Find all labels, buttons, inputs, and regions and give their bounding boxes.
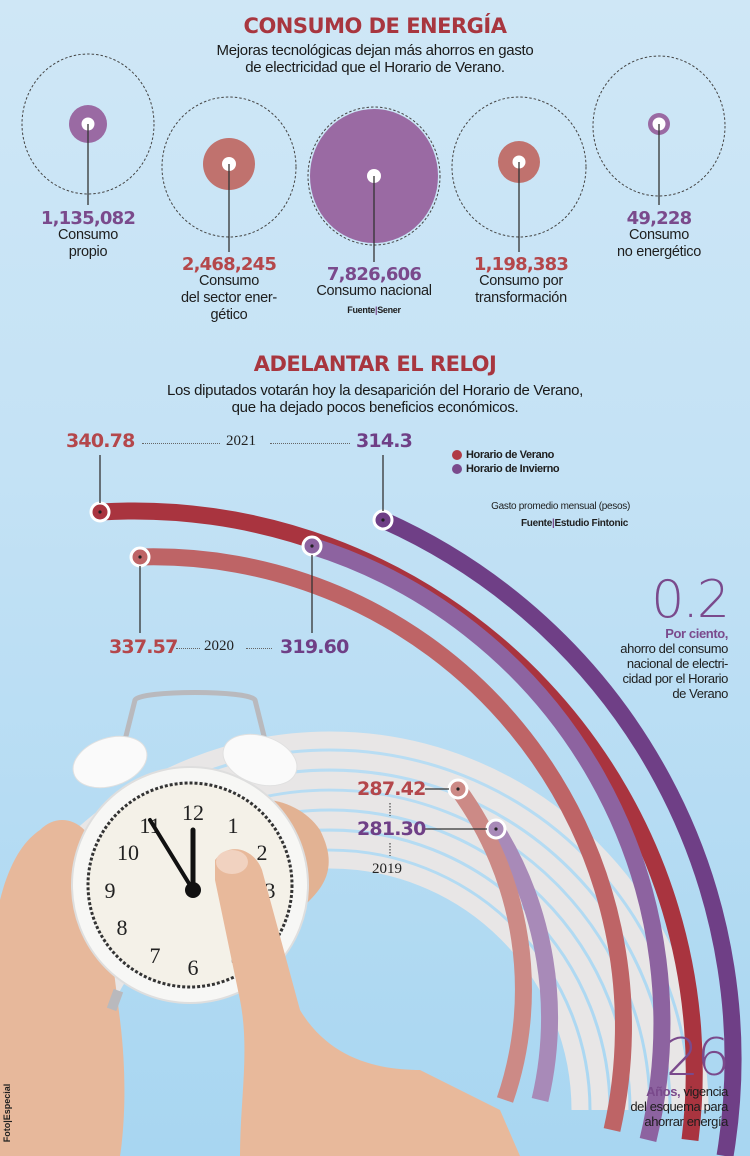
legend-item-verano: Horario de Verano — [452, 449, 559, 461]
bubble-value: 7,826,606 — [326, 264, 422, 285]
chart-source: Fuente|Estudio Fintonic — [520, 518, 628, 529]
bubble-value: 1,198,383 — [473, 254, 569, 275]
bubble-label-transformacion: 1,198,383 Consumo por transformación — [456, 256, 586, 307]
value-2019-verano: 287.42 — [357, 778, 426, 800]
bubble-text: Consumo nacional — [316, 283, 432, 299]
legend-dot-icon — [452, 450, 462, 460]
arc-2020-verano — [139, 548, 632, 1132]
svg-text:6: 6 — [188, 955, 199, 980]
bubble-value: 49,228 — [626, 208, 692, 229]
stat-value: 26 — [665, 1028, 730, 1088]
legend: Horario de Verano Horario de Invierno — [452, 449, 560, 475]
bubble-label-propio: 1,135,082 Consumo propio — [28, 210, 148, 261]
svg-text:1: 1 — [228, 813, 239, 838]
arc-2021-invierno — [379, 512, 742, 1156]
section1-subtitle-1: Mejoras tecnológicas dejan más ahorros e… — [216, 42, 534, 59]
bubble-label-nacional: 7,826,606 Consumo nacional Fuente|Sener — [304, 266, 444, 319]
stat-porcentaje: 0.2 Por ciento, ahorro del consumo nacio… — [568, 570, 730, 701]
svg-text:2: 2 — [257, 840, 268, 865]
svg-text:10: 10 — [117, 840, 139, 865]
stat-value: 0.2 — [651, 570, 730, 630]
bubble-transformacion — [451, 96, 587, 252]
bubble-label-no-energetico: 49,228 Consumo no energético — [599, 210, 719, 261]
dotted-divider — [270, 443, 350, 444]
value-2020-verano: 337.57 — [109, 636, 178, 658]
bubble-consumo-nacional — [307, 106, 441, 262]
bubble-text: no energético — [617, 244, 701, 260]
bubble-text: Consumo — [629, 227, 689, 243]
source-credit: Fuente|Sener — [347, 305, 401, 315]
year-2021: 2021 — [226, 433, 256, 449]
svg-text:12: 12 — [182, 800, 204, 825]
section1-title: CONSUMO DE ENERGÍA — [243, 14, 507, 38]
stat-description: Por ciento, ahorro del consumo nacional … — [620, 626, 728, 701]
stat-description: Años, vigencia del esquema para ahorrar … — [630, 1084, 728, 1129]
section2-title: ADELANTAR EL RELOJ — [253, 352, 497, 376]
bubble-text: gético — [210, 307, 248, 323]
section1-subtitle-2: de electricidad que el Horario de Verano… — [245, 59, 505, 76]
svg-text:7: 7 — [150, 943, 161, 968]
svg-text:8: 8 — [117, 915, 128, 940]
stat-anos: 26 Años, vigencia del esquema para ahorr… — [568, 1028, 730, 1129]
arc-2019-invierno — [488, 824, 558, 1102]
bubble-text: transformación — [475, 290, 567, 306]
arc-2020-invierno — [309, 537, 671, 1142]
value-2019-invierno: 281.30 — [357, 818, 426, 840]
bubble-no-energetico — [592, 55, 726, 205]
legend-item-invierno: Horario de Invierno — [452, 463, 560, 475]
bubble-text: Consumo por — [479, 273, 563, 289]
year-2019: 2019 — [372, 861, 402, 877]
bubble-text: del sector ener- — [181, 290, 277, 306]
section2-subtitle-1: Los diputados votarán hoy la desaparició… — [166, 382, 584, 399]
bubble-text: Consumo — [199, 273, 259, 289]
dotted-divider — [176, 648, 200, 649]
value-2020-invierno: 319.60 — [280, 636, 349, 658]
value-2021-verano: 340.78 — [66, 430, 135, 452]
bubble-consumo-propio — [21, 53, 155, 205]
bubble-value: 1,135,082 — [40, 208, 136, 229]
value-2021-invierno: 314.3 — [356, 430, 413, 452]
chart-note: Gasto promedio mensual (pesos) — [491, 501, 630, 512]
arc-2019-verano — [451, 783, 532, 1103]
bubble-value: 2,468,245 — [181, 254, 277, 275]
bubble-chart — [21, 53, 726, 262]
legend-dot-icon — [452, 464, 462, 474]
bubble-text: propio — [68, 244, 108, 260]
dotted-divider — [142, 443, 220, 444]
dotted-divider — [246, 648, 272, 649]
photo-credit: Foto|Especial — [2, 1083, 12, 1143]
bubble-label-sector: 2,468,245 Consumo del sector ener- gétic… — [164, 256, 294, 324]
bubble-text: Consumo — [58, 227, 118, 243]
bubble-sector-energetico — [161, 96, 297, 252]
svg-text:9: 9 — [105, 878, 116, 903]
svg-text:3: 3 — [265, 878, 276, 903]
year-2020: 2020 — [204, 638, 234, 654]
section2-subtitle-2: que ha dejado pocos beneficios económico… — [231, 399, 519, 416]
